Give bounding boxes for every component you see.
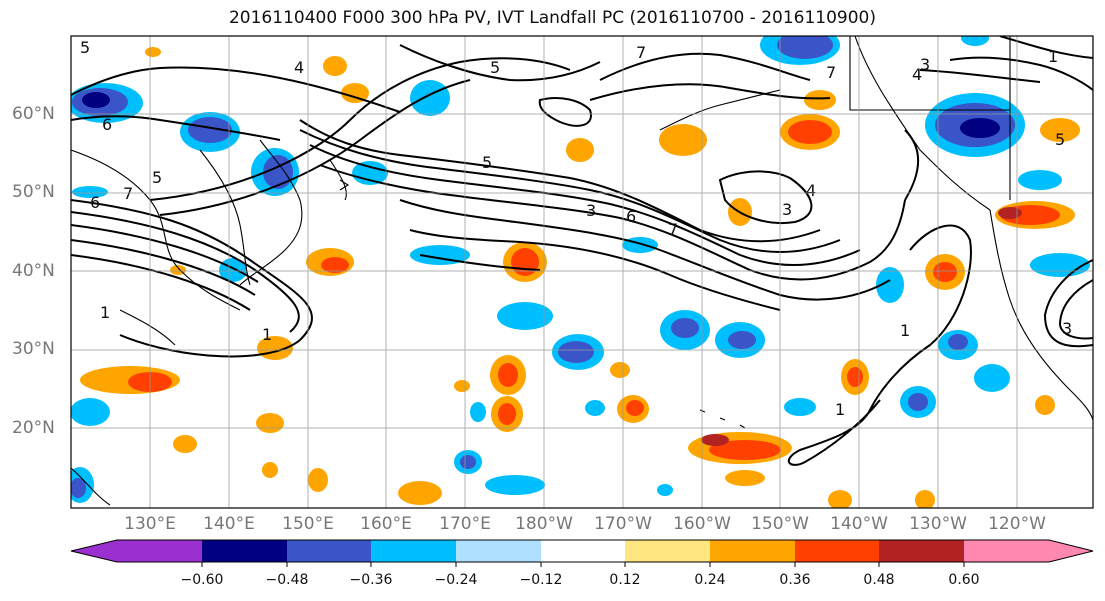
contour-label: 5	[482, 153, 492, 172]
contour-label: 1	[900, 321, 910, 340]
colorbar-high-extend	[1049, 540, 1093, 562]
contour-label: 7	[826, 63, 836, 82]
lon-label: 150°E	[282, 514, 334, 534]
coastlines	[71, 36, 1093, 506]
contour-label: 3	[1062, 319, 1072, 338]
contour-label: 1	[1048, 47, 1058, 66]
contour-label: 4	[806, 181, 816, 200]
lon-label: 120°W	[988, 514, 1046, 534]
map-frame	[70, 35, 1094, 509]
colorbar	[70, 539, 1094, 567]
contour-label: 6	[626, 207, 636, 226]
lat-label: 40°N	[12, 261, 55, 281]
colorbar-tick-label: 0.60	[948, 572, 980, 588]
contour-label: 3	[782, 200, 792, 219]
lon-label: 140°W	[830, 514, 888, 534]
contour-label: 3	[586, 201, 596, 220]
colorbar-tick-label: −0.60	[180, 572, 224, 588]
colorbar-segment	[117, 540, 202, 562]
colorbar-tick-label: 0.24	[694, 572, 726, 588]
lat-label: 50°N	[12, 182, 55, 202]
lon-label: 170°E	[439, 514, 491, 534]
pv-contours	[71, 36, 1093, 466]
colorbar-tick-label: −0.12	[519, 572, 563, 588]
contour-label: 1	[262, 325, 272, 344]
colorbar-segment	[456, 540, 541, 562]
graticule	[71, 36, 1093, 508]
colorbar-tick-label: −0.36	[349, 572, 393, 588]
colorbar-segment	[371, 540, 456, 562]
colorbar-segment	[287, 540, 371, 562]
lon-label: 170°W	[594, 514, 652, 534]
contour-label: 6	[90, 193, 100, 212]
contour-label: 7	[668, 220, 678, 239]
lat-label: 20°N	[12, 418, 55, 438]
map-area: 5 4 6 5 7 6 1 1 5 7 6 5 3 4 3 7 4 3 1 5 …	[71, 36, 1093, 508]
contour-label: 4	[294, 58, 304, 77]
colorbar-segment	[202, 540, 287, 562]
colorbar-segment	[964, 540, 1049, 562]
lon-label: 160°E	[360, 514, 412, 534]
lat-label: 60°N	[12, 104, 55, 124]
contour-label: 7	[636, 43, 646, 62]
colorbar-tick-label: 0.12	[609, 572, 641, 588]
lat-label: 30°N	[12, 339, 55, 359]
colorbar-tick-label: −0.24	[434, 572, 478, 588]
contour-label: 5	[490, 58, 500, 77]
colorbar-segment	[710, 540, 795, 562]
contour-label: 1	[835, 400, 845, 419]
colorbar-tick-label: 0.36	[779, 572, 811, 588]
contour-label: 5	[152, 168, 162, 187]
colorbar-outline	[70, 539, 1094, 563]
lon-label: 180°W	[515, 514, 573, 534]
colorbar-segment	[625, 540, 710, 562]
colorbar-segment	[541, 540, 625, 562]
lon-label: 140°E	[203, 514, 255, 534]
contour-label: 5	[80, 38, 90, 57]
contour-label: 4	[912, 65, 922, 84]
contour-label: 1	[100, 303, 110, 322]
contour-label: 6	[102, 115, 112, 134]
lon-label: 130°E	[124, 514, 176, 534]
lon-label: 150°W	[751, 514, 809, 534]
contour-label: 3	[920, 55, 930, 74]
lon-label: 130°W	[909, 514, 967, 534]
lon-label: 160°W	[673, 514, 731, 534]
contour-label: 5	[1055, 130, 1065, 149]
colorbar-segment	[795, 540, 879, 562]
colorbar-tick-label: 0.48	[863, 572, 895, 588]
colorbar-tick-label: −0.48	[265, 572, 309, 588]
contour-labels: 5 4 6 5 7 6 1 1 5 7 6 5 3 4 3 7 4 3 1 5 …	[80, 38, 1072, 419]
colorbar-segment	[879, 540, 964, 562]
colorbar-low-extend	[71, 540, 117, 562]
map-title: 2016110400 F000 300 hPa PV, IVT Landfall…	[228, 8, 876, 28]
